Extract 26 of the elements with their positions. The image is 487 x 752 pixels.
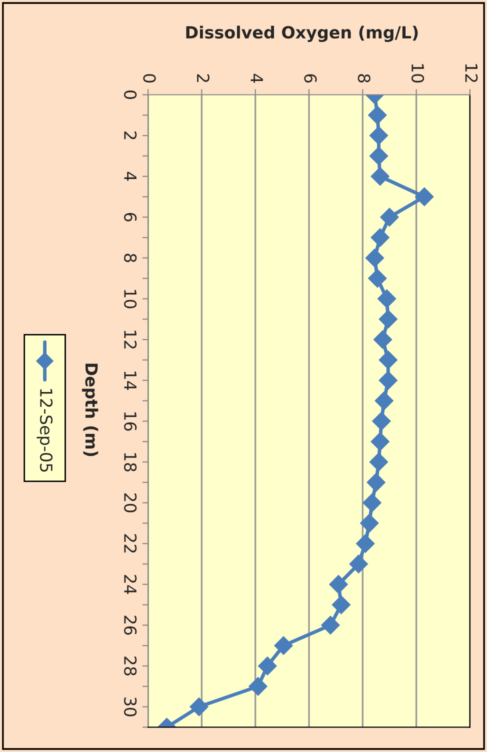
legend-label: 12-Sep-05 <box>36 389 53 472</box>
x-axis-title: Dissolved Oxygen (mg/L) <box>186 26 418 42</box>
x-tick-label: 12 <box>465 64 478 82</box>
y-tick-label: 30 <box>124 697 137 716</box>
y-tick-label: 10 <box>124 290 137 308</box>
y-tick-label: 24 <box>124 574 137 594</box>
y-axis-title: Depth (m) <box>82 364 98 456</box>
y-tick-label: 22 <box>124 534 137 553</box>
y-tick-label: 14 <box>124 372 136 390</box>
y-tick-label: 20 <box>124 493 137 512</box>
x-tick-label: 2 <box>197 74 210 82</box>
x-tick-label: 0 <box>143 74 156 83</box>
y-tick-label: 18 <box>124 453 137 472</box>
y-tick-label: 28 <box>124 656 137 676</box>
y-tick-label: 12 <box>124 330 137 348</box>
y-tick-label: 26 <box>124 616 137 635</box>
x-tick-label: 4 <box>250 74 263 83</box>
x-tick-label: 8 <box>358 74 370 82</box>
y-tick-label: 0 <box>124 90 137 99</box>
y-tick-label: 6 <box>124 213 137 222</box>
y-tick-label: 4 <box>124 172 136 181</box>
x-tick-label: 10 <box>411 64 424 83</box>
x-tick-label: 6 <box>304 74 317 83</box>
y-tick-label: 16 <box>124 412 137 431</box>
y-tick-label: 2 <box>124 131 137 140</box>
y-tick-label: 8 <box>124 254 137 262</box>
